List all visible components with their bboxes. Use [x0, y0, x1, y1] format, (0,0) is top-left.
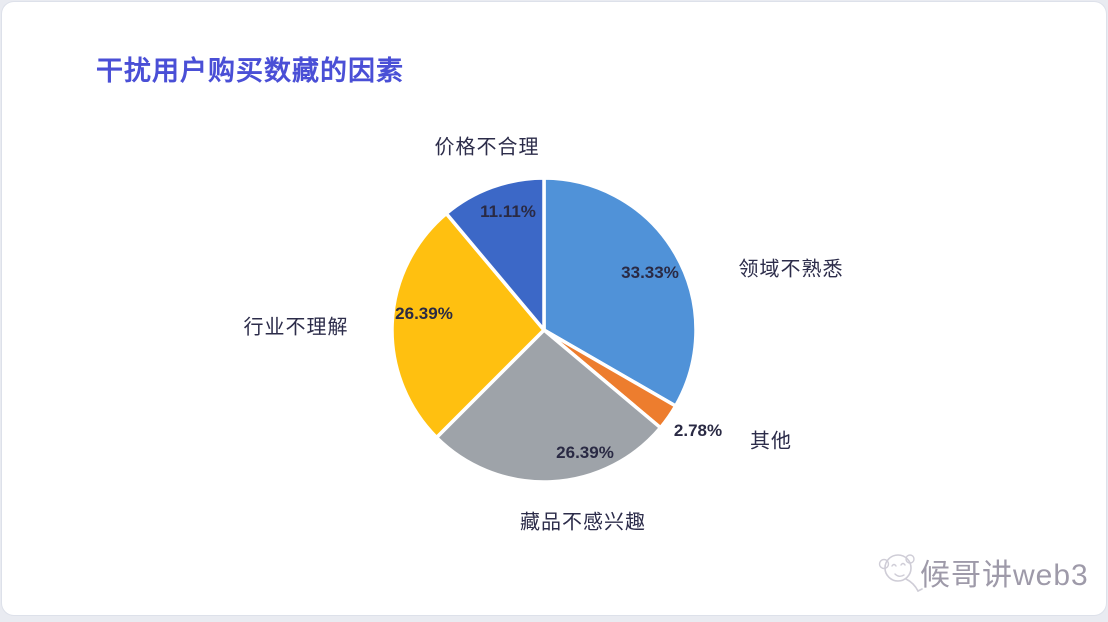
slice-label-cangpin: 藏品不感兴趣: [520, 511, 646, 534]
slice-value-cangpin: 26.39%: [556, 443, 614, 462]
slice-label-hangye: 行业不理解: [243, 316, 349, 339]
slice-value-qita: 2.78%: [673, 421, 723, 440]
pie-slice-4: [444, 176, 546, 332]
page-title: 干扰用户购买数藏的因素: [96, 56, 404, 86]
pie-slice-0: [542, 176, 698, 408]
monkey-sketch-icon: [878, 554, 923, 592]
slice-value-lingyu: 33.33%: [621, 263, 679, 282]
pie-slice-3: [390, 211, 546, 440]
slice-label-lingyu: 领域不熟悉: [738, 258, 844, 281]
watermark: 候哥讲web3: [874, 546, 1089, 598]
watermark-text: 候哥讲web3: [920, 559, 1089, 592]
slice-value-jiage: 11.11%: [480, 202, 536, 221]
pie-slice-2: [434, 328, 663, 484]
slice-label-jiage: 价格不合理: [434, 136, 540, 159]
slice-label-qita: 其他: [750, 430, 792, 453]
slice-value-hangye: 26.39%: [395, 304, 453, 323]
